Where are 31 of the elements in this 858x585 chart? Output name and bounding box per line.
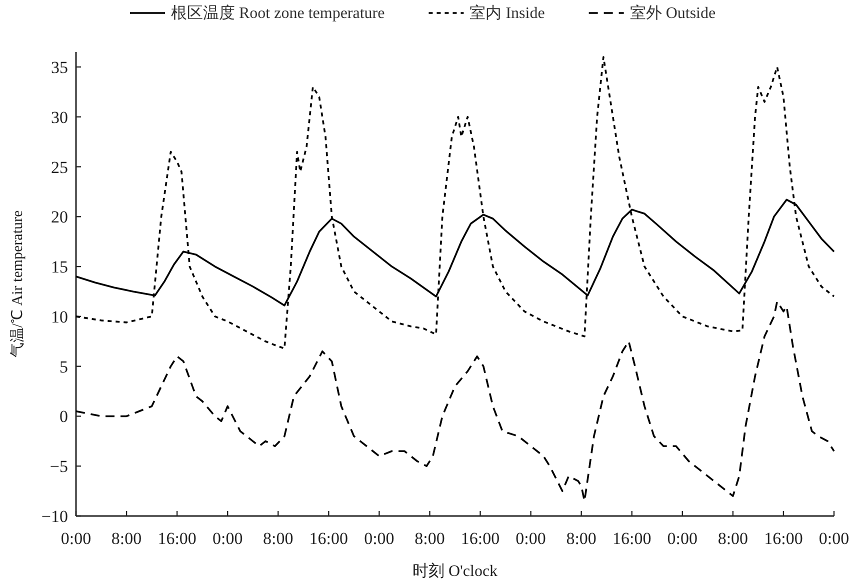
x-tick-label: 16:00 — [612, 529, 652, 548]
x-tick-label: 0:00 — [212, 529, 243, 548]
y-axis-title: 气温/℃ Air temperature — [9, 210, 26, 358]
legend-label: 室外 Outside — [630, 4, 716, 22]
y-tick-label: −5 — [50, 457, 68, 476]
x-tick-label: 0:00 — [516, 529, 546, 548]
x-tick-label: 16:00 — [460, 529, 500, 548]
x-axis-title: 时刻 O'clock — [412, 562, 498, 580]
y-tick-label: 15 — [51, 258, 68, 277]
y-tick-label: 35 — [51, 58, 68, 77]
legend-label: 室内 Inside — [470, 4, 545, 22]
x-tick-label: 8:00 — [414, 529, 445, 548]
y-tick-label: 5 — [60, 357, 68, 376]
x-tick-label: 0:00 — [60, 529, 92, 548]
x-tick-label: 0:00 — [364, 529, 394, 548]
y-tick-label: 30 — [51, 108, 68, 127]
x-tick-label: 0:00 — [818, 529, 850, 548]
y-tick-label: 10 — [51, 307, 68, 326]
legend-label: 根区温度 Root zone temperature — [171, 4, 385, 22]
x-tick-label: 16:00 — [158, 529, 196, 548]
x-tick-label: 16:00 — [309, 529, 348, 548]
x-tick-label: 8:00 — [566, 529, 596, 548]
x-tick-label: 0:00 — [667, 529, 698, 548]
y-tick-label: 20 — [51, 208, 68, 227]
x-tick-label: 8:00 — [718, 529, 748, 548]
x-tick-label: 8:00 — [111, 529, 142, 548]
y-tick-label: −10 — [41, 507, 68, 526]
y-tick-label: 25 — [51, 158, 68, 177]
x-tick-label: 16:00 — [764, 529, 803, 548]
x-tick-label: 8:00 — [263, 529, 294, 548]
y-tick-label: 0 — [60, 407, 68, 426]
